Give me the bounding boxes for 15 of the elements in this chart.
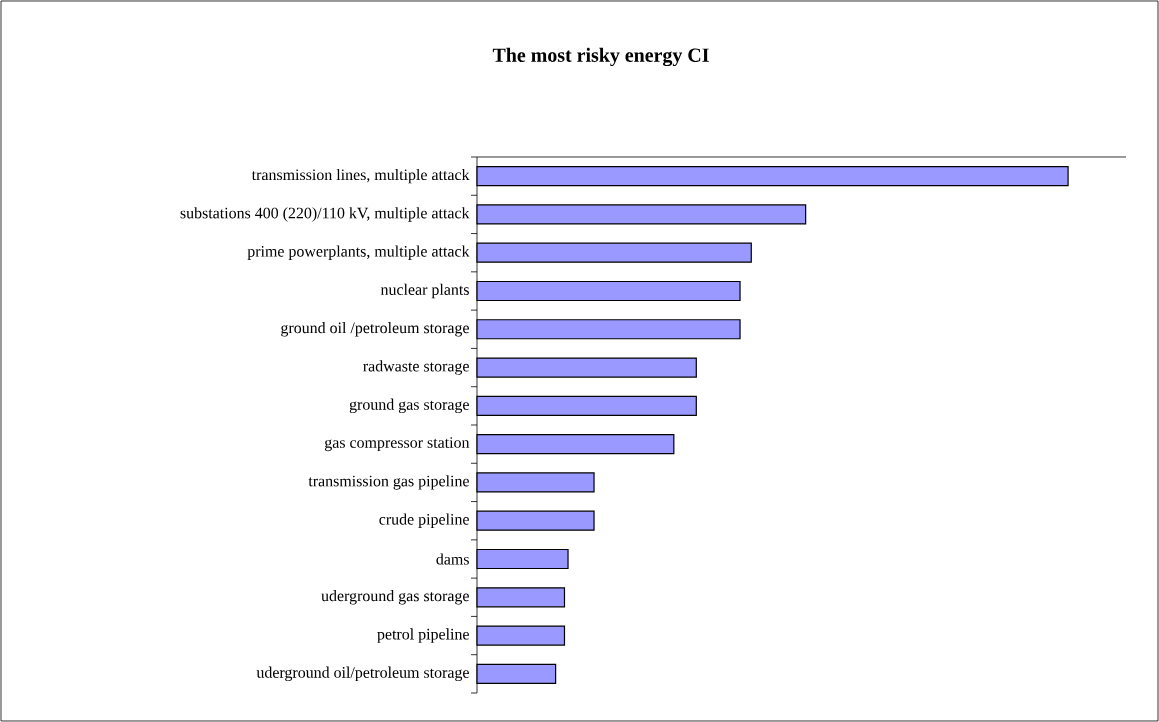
y-tick-label: ground oil /petroleum storage	[281, 322, 469, 337]
y-tick-label: dams	[436, 553, 469, 565]
y-tick-label: transmission lines, multiple attack	[251, 168, 470, 184]
y-tick-label: crude pipeline	[379, 513, 469, 528]
y-tick-label: uderground gas storage	[321, 590, 469, 605]
y-tick-label: petrol pipeline	[377, 628, 469, 643]
y-tick-label: substations 400 (220)/110 kV, multiple attack	[180, 207, 470, 222]
y-tick-label: radwaste storage	[363, 360, 469, 375]
y-tick-label: nuclear plants	[380, 283, 469, 299]
chart-title: The most risky energy CI	[492, 47, 709, 67]
y-tick-label: ground gas storage	[349, 398, 469, 414]
y-tick-label: gas compressor station	[324, 437, 470, 452]
y-tick-label: transmission gas pipeline	[308, 475, 469, 490]
y-tick-label: uderground oil/petroleum storage	[256, 666, 469, 682]
y-tick-label: prime powerplants, multiple attack	[247, 245, 470, 260]
